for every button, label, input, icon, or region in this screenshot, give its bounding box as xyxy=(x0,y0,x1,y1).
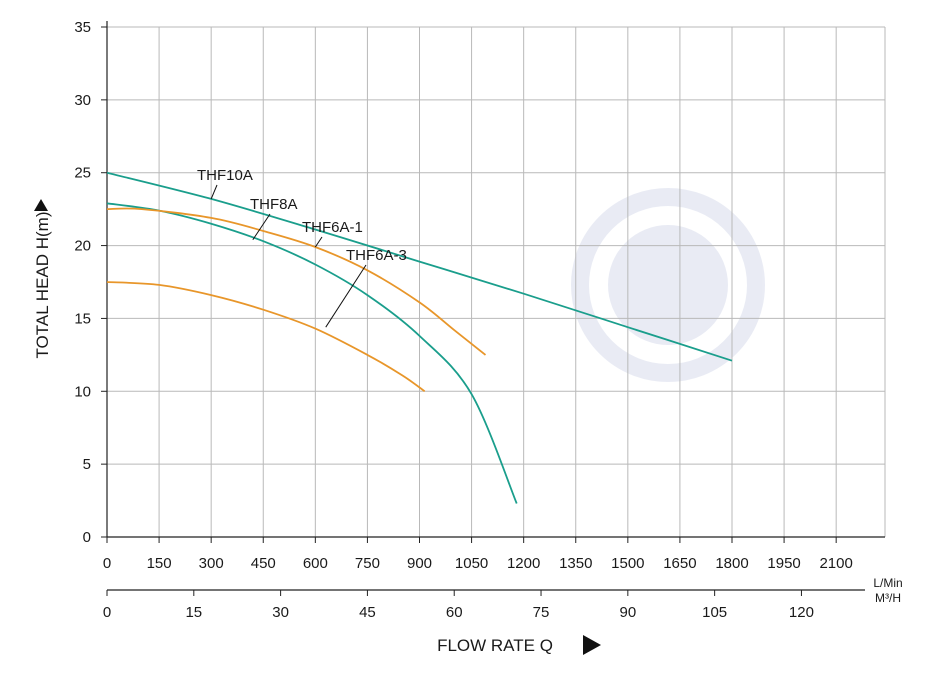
x-tick-label-m3h: 30 xyxy=(272,604,289,621)
x-tick-label-lmin: 1500 xyxy=(611,555,644,572)
x-tick-label-lmin: 2100 xyxy=(819,555,852,572)
x-tick-label-lmin: 1950 xyxy=(767,555,800,572)
y-tick-label: 5 xyxy=(83,456,91,473)
unit-bottom-label: M³/H xyxy=(875,591,901,605)
leader-line xyxy=(325,264,367,328)
y-tick-label: 0 xyxy=(83,529,91,546)
x-tick-label-lmin: 1800 xyxy=(715,555,748,572)
x-tick-label-lmin: 600 xyxy=(303,555,328,572)
chart-grid xyxy=(107,26,886,537)
leader-line xyxy=(210,184,218,200)
x-tick-label-m3h: 15 xyxy=(185,604,202,621)
unit-top-label: L/Min xyxy=(873,576,902,590)
curve-label-thf8a: THF8A xyxy=(250,196,298,213)
x-axis-arrow-icon xyxy=(583,635,601,655)
y-tick-label: 10 xyxy=(74,383,91,400)
x-tick-label-lmin: 450 xyxy=(251,555,276,572)
series-line-thf8a xyxy=(106,202,518,504)
x-axis-title: FLOW RATE Q xyxy=(437,636,553,655)
series-line-thf6a-1 xyxy=(106,207,487,356)
x-tick-label-lmin: 1650 xyxy=(663,555,696,572)
y-tick-label: 25 xyxy=(74,165,91,182)
watermark-logo xyxy=(571,188,765,382)
curve-label-thf10a: THF10A xyxy=(197,167,253,184)
curve-label-thf6a-3: THF6A-3 xyxy=(346,247,407,264)
x-tick-label-m3h: 90 xyxy=(619,604,636,621)
y-tick-label: 15 xyxy=(74,310,91,327)
x-tick-label-m3h: 60 xyxy=(446,604,463,621)
x-tick-label-lmin: 750 xyxy=(355,555,380,572)
x-tick-label-lmin: 1200 xyxy=(507,555,540,572)
curve-label-thf6a-1: THF6A-1 xyxy=(302,219,363,236)
x-tick-label-lmin: 300 xyxy=(199,555,224,572)
y-tick-label: 35 xyxy=(74,19,91,36)
x-tick-label-m3h: 75 xyxy=(533,604,550,621)
y-tick-label: 30 xyxy=(74,92,91,109)
x-tick-label-lmin: 1050 xyxy=(455,555,488,572)
x-tick-label-m3h: 120 xyxy=(789,604,814,621)
series-line-thf6a-3 xyxy=(106,281,426,393)
x-tick-label-m3h: 105 xyxy=(702,604,727,621)
y-axis-title: TOTAL HEAD H(m) xyxy=(33,211,52,358)
x-tick-label-m3h: 0 xyxy=(103,604,111,621)
chart-text: TOTAL HEAD H(m) FLOW RATE Q L/Min M³/H xyxy=(33,199,903,655)
leader-line xyxy=(314,236,323,248)
x-tick-label-lmin: 150 xyxy=(147,555,172,572)
x-tick-label-lmin: 0 xyxy=(103,555,111,572)
x-tick-label-lmin: 1350 xyxy=(559,555,592,572)
y-axis-arrow-icon xyxy=(34,199,48,211)
y-tick-label: 20 xyxy=(74,238,91,255)
x-tick-label-m3h: 45 xyxy=(359,604,376,621)
leader-line xyxy=(252,213,271,241)
x-tick-label-lmin: 900 xyxy=(407,555,432,572)
